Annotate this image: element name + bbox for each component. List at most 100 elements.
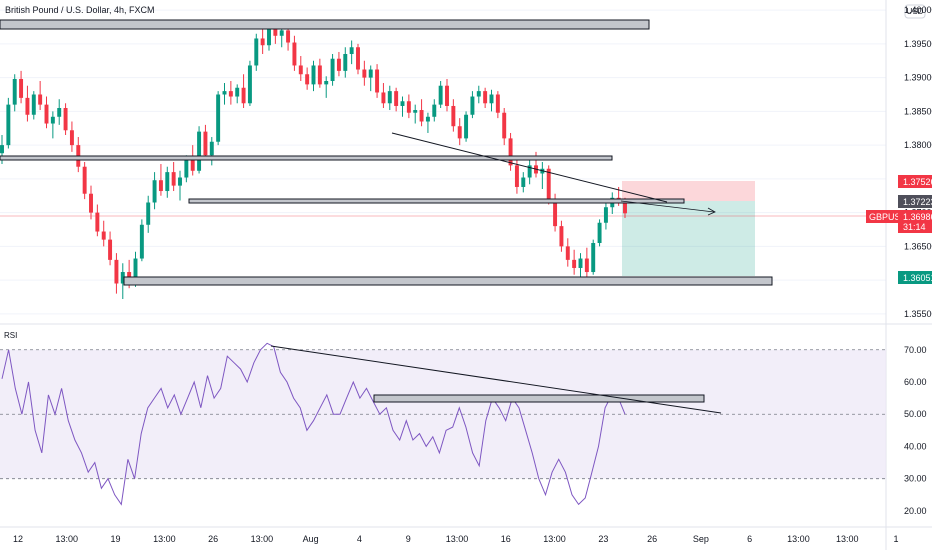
candle-body [546,168,551,200]
candle-body [178,177,182,186]
candle-body [362,69,367,78]
entry-price-tag: 1.37223 [898,195,932,208]
rsi-tick-label: 70.00 [904,345,927,355]
time-tick-label: 19 [111,534,121,544]
candle-body [584,258,589,273]
candle-body [298,65,303,75]
time-tick-label: 12 [13,534,23,544]
candle-body [495,94,500,113]
candle-body [476,91,481,97]
time-tick-label: 9 [406,534,411,544]
candle-body [50,116,55,124]
candle-body [425,116,430,122]
candle-body [311,65,316,85]
candle-body [356,47,360,70]
price-trendline[interactable] [391,132,668,203]
time-tick-label: 13:00 [446,534,469,544]
candle-body [89,193,93,213]
stop-price-tag-bg [898,175,932,188]
time-tick-label: Sep [693,534,709,544]
candle-body [19,78,24,98]
resistance-box-top[interactable] [0,19,650,30]
time-tick-label: Aug [303,534,319,544]
rsi-label: RSI [4,331,17,340]
candle-body [623,202,627,214]
candle-body [336,58,341,71]
projection-arrow[interactable] [620,200,715,213]
take-profit-zone[interactable] [622,201,755,276]
candle-body [82,166,87,194]
candle-body [197,131,202,171]
candle-body [171,172,176,186]
candle-body [470,96,475,115]
time-tick-label: 13:00 [787,534,810,544]
candle-body [165,172,170,192]
currency-badge[interactable] [904,4,926,19]
candle-body [235,87,240,97]
candle-body [502,112,507,139]
candle-body [260,38,265,46]
candle-body [152,180,157,203]
candle-body [553,199,558,227]
candle-body [108,239,113,260]
candle-body [330,58,335,81]
target-price-tag-bg [898,271,932,284]
candle-body [464,114,469,139]
rsi-tick-label: 60.00 [904,377,927,387]
candle-body [521,177,526,187]
currency-label: USD [907,7,924,16]
support-box-middle[interactable] [0,155,613,161]
candle-body [158,180,163,192]
candle-body [387,91,392,104]
time-axis[interactable]: 12 13:00 19 13:00 26 13:00 Aug 4 9 13:00 16 13:00 23… [13,534,899,544]
time-tick-label: 1 [893,534,898,544]
candle-body [406,101,411,113]
candle-body [514,165,519,187]
candle-body [483,91,488,104]
price-tick-label: 1.35500 [904,309,932,319]
candle-body [559,226,564,247]
candle-body [578,258,583,268]
candle-body [254,38,259,66]
rsi-trendline[interactable] [270,345,722,414]
price-tick-label: 1.38500 [904,106,932,116]
candle-body [279,30,284,36]
candle-body [216,94,221,142]
candle-body [451,105,456,127]
candle-body [591,243,596,273]
entry-level-box[interactable] [188,198,685,204]
rsi-tick-label: 40.00 [904,441,927,451]
symbol-label: GBPUSD [869,212,908,222]
entry-price-label: 1.37223 [903,197,932,207]
candle-body [413,110,418,113]
rsi-tick-label: 30.00 [904,474,927,484]
stop-price-tag: 1.37526 [898,175,932,188]
time-tick-label: 26 [208,534,218,544]
candle-body [324,81,329,85]
current-price-tag: GBPUSD 1.36986 31:14 [866,210,932,233]
candle-body [349,47,354,54]
candle-body [69,130,74,146]
time-tick-label: 16 [501,534,511,544]
candle-body [400,101,405,106]
time-tick-label: 13:00 [543,534,566,544]
candle-body [381,92,386,104]
candle-body [457,126,462,139]
stop-loss-zone[interactable] [622,181,755,201]
rsi-tick-label: 20.00 [904,506,927,516]
candle-body [0,145,4,154]
bar-countdown: 31:14 [903,222,926,232]
symbol-tag-bg [866,210,898,223]
candle-body [31,94,36,115]
current-price-label: 1.36986 [903,212,932,222]
candle-body [489,94,494,104]
rsi-level-box[interactable] [373,394,705,403]
candle-body [394,91,399,106]
candle-body [286,30,291,43]
candle-body [419,110,424,122]
candle-body [603,207,608,223]
candle-body [228,91,233,97]
support-box-bottom[interactable] [123,276,773,286]
stop-price-label: 1.37526 [903,177,932,187]
